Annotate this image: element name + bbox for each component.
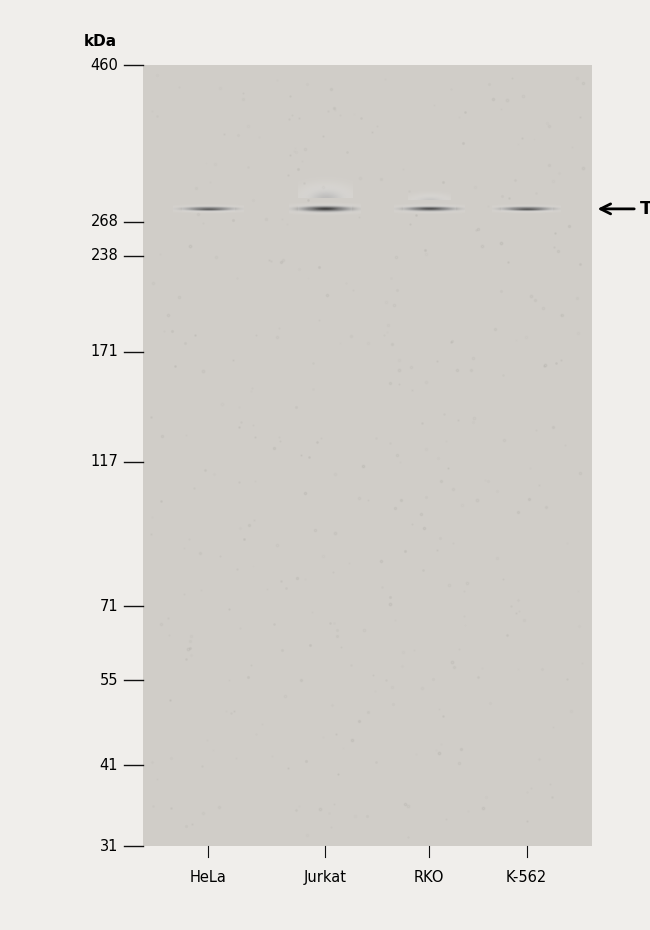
Text: 238: 238: [90, 248, 118, 263]
Text: 55: 55: [100, 672, 118, 688]
Text: kDa: kDa: [84, 34, 117, 49]
Text: 117: 117: [90, 454, 118, 469]
Bar: [143, 65, 592, 846]
Text: 268: 268: [90, 214, 118, 229]
Text: K-562: K-562: [506, 870, 547, 884]
Text: 71: 71: [99, 599, 118, 614]
Text: 31: 31: [100, 839, 118, 854]
Text: 171: 171: [90, 344, 118, 359]
Text: Jurkat: Jurkat: [304, 870, 346, 884]
Text: HeLa: HeLa: [190, 870, 226, 884]
Text: TAF1: TAF1: [640, 200, 650, 218]
Text: 41: 41: [100, 758, 118, 773]
Text: 460: 460: [90, 58, 118, 73]
Text: RKO: RKO: [414, 870, 444, 884]
